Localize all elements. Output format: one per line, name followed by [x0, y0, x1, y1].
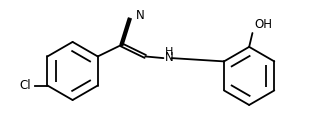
Text: Cl: Cl: [19, 79, 31, 92]
Text: OH: OH: [254, 18, 272, 31]
Text: H: H: [165, 47, 173, 57]
Text: N: N: [136, 9, 145, 22]
Text: N: N: [165, 51, 174, 64]
